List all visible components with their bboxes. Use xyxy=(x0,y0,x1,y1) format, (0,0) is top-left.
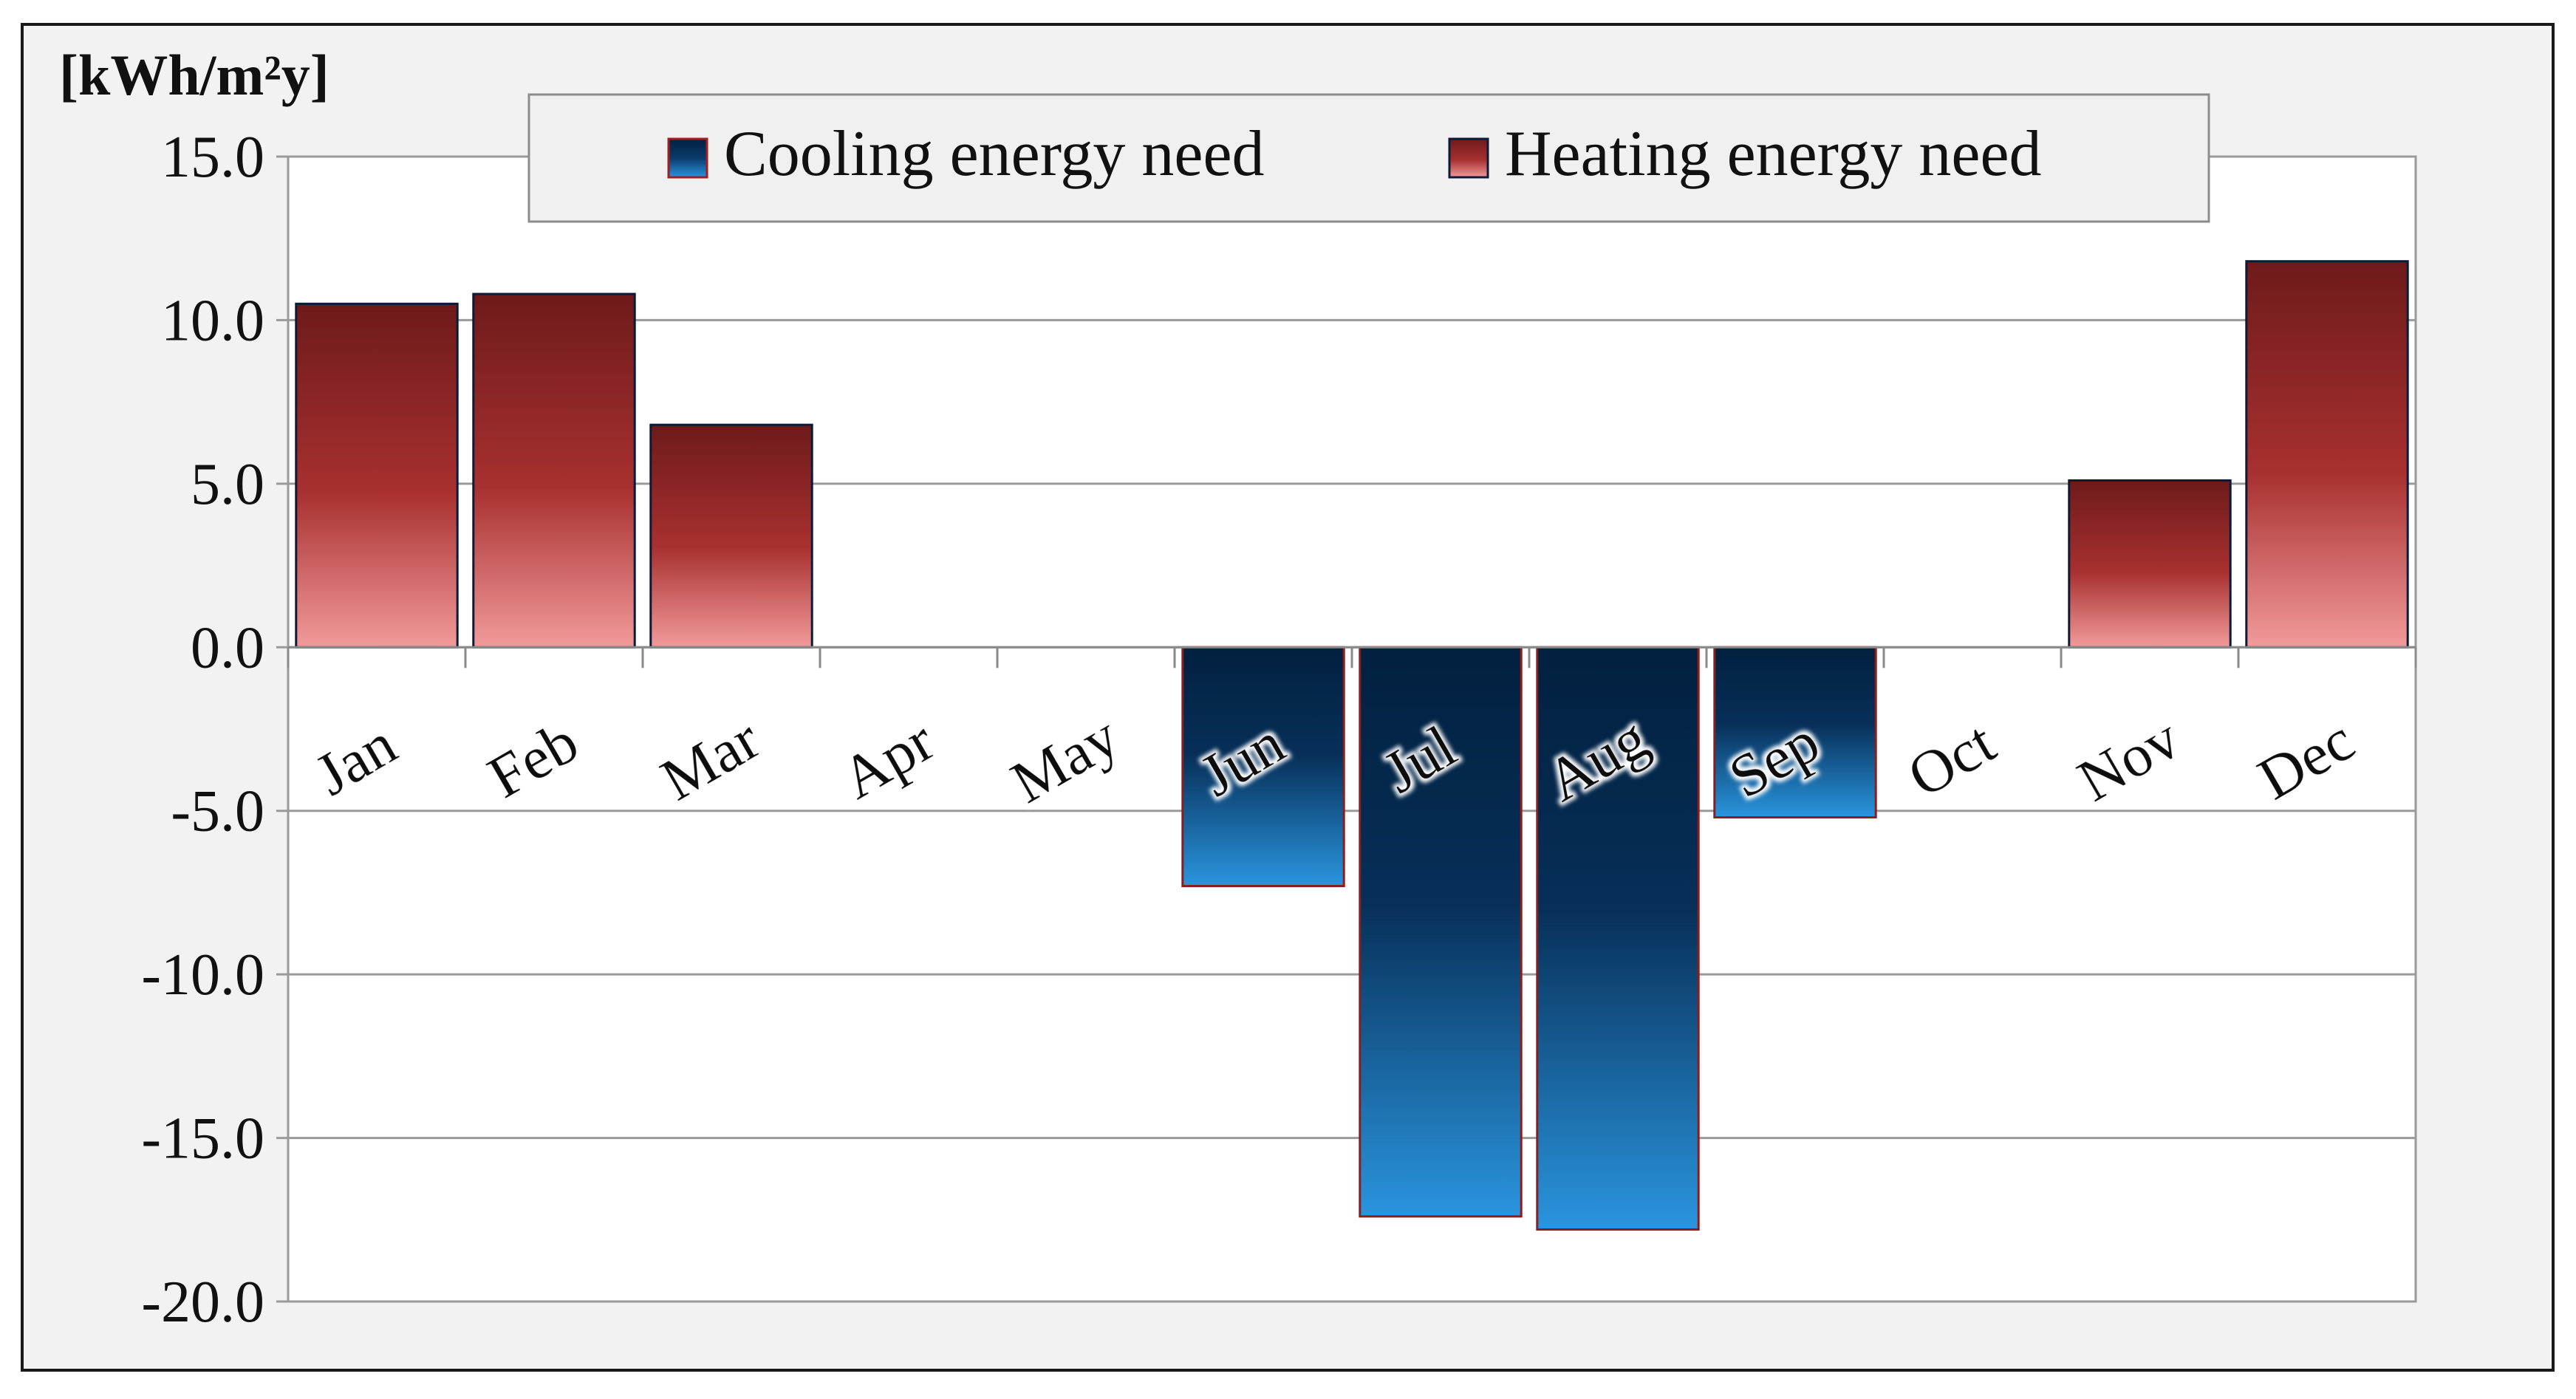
y-tick-label: -10.0 xyxy=(141,943,264,1008)
heating-bar-feb xyxy=(472,293,636,649)
cooling-bar-jul xyxy=(1359,646,1523,1218)
legend-box xyxy=(527,93,2210,223)
legend-label-heating: Heating energy need xyxy=(1505,118,2042,190)
legend-swatch-cooling xyxy=(667,137,708,179)
y-axis-ticks: 15.0 10.0 5.0 0.0 -5.0 -10.0 -15.0 -20.0 xyxy=(141,125,264,1335)
y-tick-label: 5.0 xyxy=(191,452,264,517)
y-tick-label: -20.0 xyxy=(141,1270,264,1335)
y-axis-label: [kWh/m²y] xyxy=(59,43,329,107)
y-tick-label: 0.0 xyxy=(191,615,264,680)
y-tick-label: 15.0 xyxy=(161,125,264,190)
cooling-bar-jun xyxy=(1181,646,1345,888)
heating-bar-dec xyxy=(2245,260,2409,649)
x-axis xyxy=(287,646,2417,668)
legend-swatch-heating xyxy=(1448,137,1489,179)
heating-bar-nov xyxy=(2068,479,2232,649)
heating-bar-mar xyxy=(649,423,813,649)
y-tick-label: -15.0 xyxy=(141,1106,264,1171)
bars xyxy=(295,260,2409,1231)
cooling-bar-aug xyxy=(1536,646,1700,1231)
y-tick-label: -5.0 xyxy=(171,779,264,844)
cooling-bar-sep xyxy=(1713,646,1877,819)
y-tick-label: 10.0 xyxy=(161,288,264,353)
plot-area xyxy=(287,155,2417,1303)
legend: Cooling energy need Heating energy need xyxy=(527,93,2210,223)
legend-label-cooling: Cooling energy need xyxy=(724,118,1265,190)
heating-bar-jan xyxy=(295,302,459,649)
